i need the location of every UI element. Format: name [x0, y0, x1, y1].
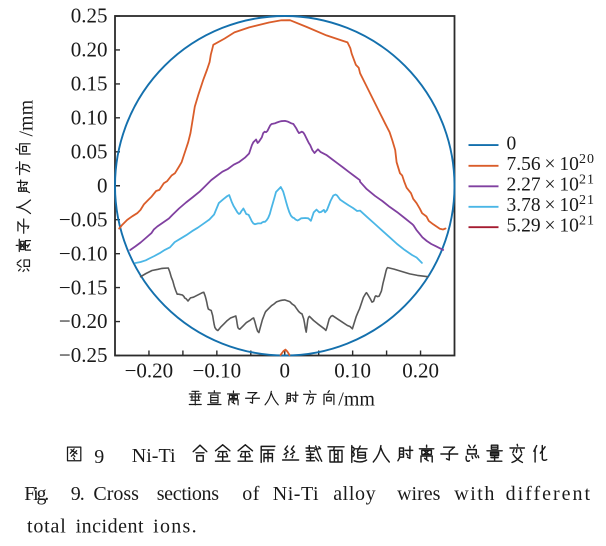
svg-text:with: with [454, 483, 496, 505]
svg-text:Ni-Ti: Ni-Ti [273, 483, 319, 505]
svg-text:0.05: 0.05 [71, 140, 108, 164]
svg-text:total: total [27, 516, 67, 538]
svg-text:Cross: Cross [93, 483, 139, 505]
svg-text:3.78 × 1021: 3.78 × 1021 [507, 193, 595, 216]
svg-text:0: 0 [507, 133, 517, 154]
svg-text:−0.20: −0.20 [59, 309, 108, 333]
svg-text:0.15: 0.15 [71, 72, 108, 96]
svg-text:7.56 × 1020: 7.56 × 1020 [507, 152, 595, 175]
svg-text:incident: incident [76, 516, 144, 538]
svg-text:−0.25: −0.25 [59, 343, 108, 367]
svg-text:0.20: 0.20 [402, 359, 439, 383]
svg-text:9: 9 [94, 446, 104, 468]
svg-text:/mm: /mm [16, 99, 38, 136]
svg-text:−0.15: −0.15 [59, 275, 108, 299]
svg-text:5.29 × 1021: 5.29 × 1021 [507, 213, 595, 236]
svg-text:0.10: 0.10 [334, 359, 371, 383]
svg-text:9.: 9. [71, 483, 84, 505]
svg-text:2.27 × 1021: 2.27 × 1021 [507, 173, 595, 196]
svg-text:0.20: 0.20 [71, 38, 108, 62]
svg-text:−0.05: −0.05 [59, 207, 108, 231]
svg-text:0: 0 [280, 359, 291, 383]
svg-text:Fig.: Fig. [24, 483, 48, 505]
svg-text:different: different [506, 483, 592, 505]
svg-text:−0.20: −0.20 [125, 359, 174, 383]
svg-text:Ni-Ti: Ni-Ti [132, 445, 176, 467]
svg-text:alloy: alloy [333, 483, 376, 505]
svg-text:of: of [242, 483, 260, 505]
svg-text:ions.: ions. [153, 516, 198, 538]
svg-text:−0.10: −0.10 [193, 359, 242, 383]
svg-text:/mm: /mm [338, 388, 375, 410]
svg-text:wires: wires [397, 483, 441, 505]
svg-text:0.10: 0.10 [71, 106, 108, 130]
svg-text:0.25: 0.25 [71, 4, 108, 28]
svg-text:0: 0 [97, 173, 108, 197]
svg-text:sections: sections [157, 483, 220, 505]
svg-text:−0.10: −0.10 [59, 241, 108, 265]
